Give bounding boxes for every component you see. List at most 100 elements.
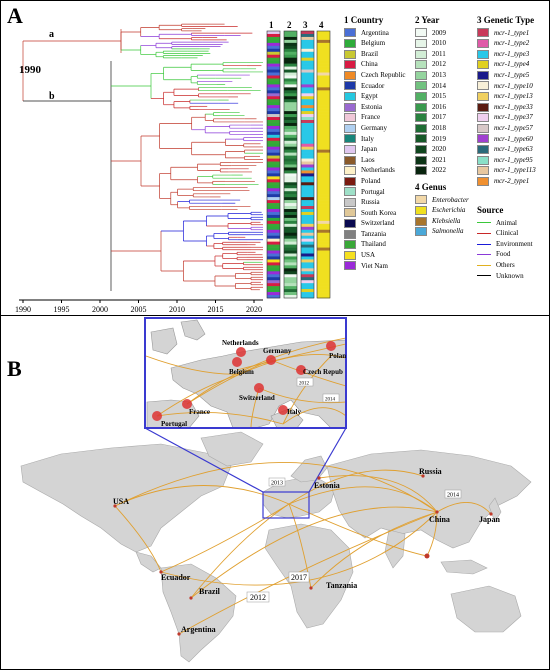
strip-cell [317,191,330,195]
strip-cell [284,286,297,290]
strip-cell [267,247,280,251]
strip-cell [301,134,314,139]
strip-cell [284,170,297,174]
strip-cell [317,209,330,213]
strip-cell [317,31,330,35]
map-label-estonia: Estonia [314,481,340,490]
legend-swatch [344,60,356,70]
legend-entry: mcr-1_type13 [477,91,536,102]
strip-cell [301,96,314,100]
strip-cell [317,137,330,142]
legend-swatch [415,49,427,59]
legend-country-title: 1 Country [344,15,384,25]
strip-cell [317,229,330,234]
strip-cell [267,54,280,58]
strip-cell [267,232,280,236]
strip-cell [301,164,314,168]
strip-cell [317,214,330,219]
legend-label: Laos [361,155,375,164]
strip-cell [267,274,280,278]
strip-cell [284,200,297,204]
map-label-ecuador: Ecuador [161,573,191,582]
inset-label-belgium: Belgium [229,368,254,376]
strip-cell [267,120,280,124]
strip-cell [284,274,297,278]
strip-cell [301,114,314,118]
strip-cell [267,206,280,210]
inset-connector-left [144,427,264,493]
strip-cell [284,75,297,79]
strip-cell [284,256,297,260]
strip-cell [284,84,297,88]
legend-source: Source Animal Clinical Environment Food Other… [477,205,533,281]
strip-cell [317,120,330,124]
legend-swatch [344,219,356,229]
legend-year: 2 Year 2009 2010 2011 2012 2013 2014 2015 2016 20… [415,15,446,176]
legend-entry: Ecuador [344,81,406,92]
strip-cell [317,274,330,278]
strip-cell [284,134,297,139]
strip-cell [267,188,280,192]
legend-entry: 2013 [415,70,446,81]
legend-swatch [415,144,427,154]
strip-cell [301,131,314,136]
strip-cell [267,149,280,153]
strip-cell [267,271,280,275]
legend-label: 2011 [432,49,446,58]
legend-genetic-type: 3 Genetic Type mcr-1_type1 mcr-1_type2 mcr-… [477,15,536,187]
strip-cell [284,48,297,53]
strip-cell [301,78,314,82]
strip-cell [284,185,297,189]
strip-cell [284,280,297,284]
europe-inset: Netherlands Germany Polan Belgium Czech … [144,317,347,429]
strip-cell [267,158,280,162]
strip-cell [317,54,330,58]
legend-swatch [344,176,356,186]
legend-swatch [344,197,356,207]
legend-label: Russia [361,198,380,207]
strip-cell [301,99,314,103]
clade-b-label: b [49,91,55,102]
map-label-japan: Japan [479,515,500,524]
col-header-3: 3 [303,20,308,30]
strip-cell [301,229,314,234]
legend-label: Switzerland [361,219,395,228]
legend-swatch [477,134,489,144]
legend-label: Belgium [361,39,386,48]
legend-swatch [477,222,491,224]
strip-cell [267,265,280,269]
root-year-label: 1990 [19,64,42,76]
strip-cell [317,244,330,248]
map-label-usa: USA [113,497,129,506]
legend-swatch [477,264,491,266]
legend-swatch [477,254,491,256]
strip-cell [267,170,280,174]
strip-cell [284,31,297,35]
strip-cell [301,111,314,115]
strip-cell [317,42,330,47]
legend-label: mcr-1_type63 [494,145,533,154]
strip-cell [317,256,330,260]
strip-cell [301,289,314,293]
legend-swatch [344,81,356,91]
legend-label: mcr-1_type1 [494,28,530,37]
strip-cell [284,143,297,147]
strip-cell [301,200,314,204]
strip-cell [284,232,297,236]
strip-cell [301,223,314,228]
strip-cell [267,295,280,299]
strip-cell [267,194,280,198]
strip-cell [317,111,330,115]
strip-cell [267,122,280,127]
legend-entry: 2018 [415,123,446,134]
strip-cell [284,155,297,159]
legend-label: France [361,113,381,122]
strip-cell [284,271,297,275]
strip-cell [267,292,280,296]
strip-cell [284,235,297,239]
strip-cell [267,203,280,207]
strip-cell [317,48,330,53]
strip-cell [317,253,330,257]
strip-cell [317,33,330,38]
strip-cell [317,87,330,91]
